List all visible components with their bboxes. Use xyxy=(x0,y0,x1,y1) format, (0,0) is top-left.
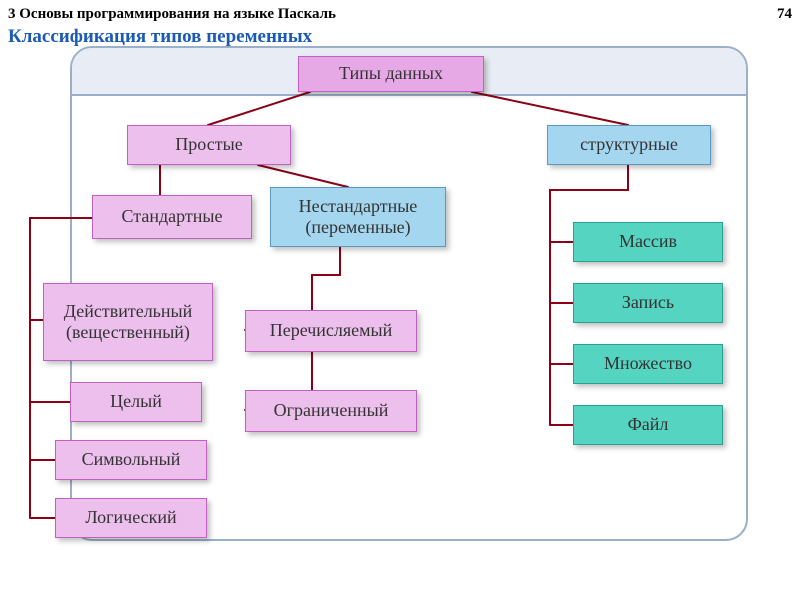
node-bool: Логический xyxy=(55,498,207,538)
node-char: Символьный xyxy=(55,440,207,480)
node-file: Файл xyxy=(573,405,723,445)
node-record: Запись xyxy=(573,283,723,323)
page-number: 74 xyxy=(777,6,792,23)
node-set-label: Множество xyxy=(604,353,692,374)
node-int-label: Целый xyxy=(110,391,162,412)
node-char-label: Символьный xyxy=(82,449,181,470)
node-standard: Стандартные xyxy=(92,195,252,239)
node-standard-label: Стандартные xyxy=(122,206,223,227)
node-range-label: Ограниченный xyxy=(274,400,389,421)
node-array: Массив xyxy=(573,222,723,262)
page-header: 3 Основы программирования на языке Паска… xyxy=(8,6,792,23)
node-bool-label: Логический xyxy=(85,507,176,528)
node-array-label: Массив xyxy=(619,231,677,252)
node-struct-label: структурные xyxy=(580,134,678,155)
node-nonstd: Нестандартные (переменные) xyxy=(270,187,446,247)
node-enum-label: Перечисляемый xyxy=(270,320,393,341)
node-real-label: Действительный(вещественный) xyxy=(64,301,193,343)
node-file-label: Файл xyxy=(628,414,669,435)
node-simple-label: Простые xyxy=(175,134,242,155)
chapter-title: 3 Основы программирования на языке Паска… xyxy=(8,6,336,23)
node-root: Типы данных xyxy=(298,56,484,92)
node-nonstd-label: Нестандартные (переменные) xyxy=(271,196,445,238)
diagram-title: Классификация типов переменных xyxy=(8,26,312,48)
node-struct: структурные xyxy=(547,125,711,165)
node-record-label: Запись xyxy=(622,292,674,313)
node-real: Действительный(вещественный) xyxy=(43,283,213,361)
node-simple: Простые xyxy=(127,125,291,165)
node-root-label: Типы данных xyxy=(339,63,443,84)
node-enum: Перечисляемый xyxy=(245,310,417,352)
node-set: Множество xyxy=(573,344,723,384)
node-range: Ограниченный xyxy=(245,390,417,432)
node-int: Целый xyxy=(70,382,202,422)
